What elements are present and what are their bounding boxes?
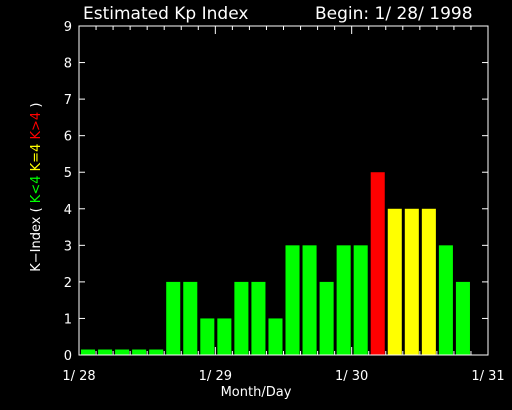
bar [319, 281, 334, 355]
y-tick-label: 5 [64, 166, 72, 181]
bar [438, 245, 453, 355]
bar [251, 281, 266, 355]
y-tick-label: 4 [64, 203, 72, 218]
y-tick-label: 6 [64, 130, 72, 145]
bar [115, 349, 130, 355]
y-tick-label: 0 [64, 349, 72, 364]
legend-low: K<4 [29, 175, 44, 204]
legend-eq: K=4 [29, 143, 44, 172]
bar [166, 281, 181, 355]
bar [285, 245, 300, 355]
bar [81, 349, 96, 355]
y-tick-label: 9 [64, 20, 72, 35]
begin-date: Begin: 1/ 28/ 1998 [315, 4, 473, 24]
bar [98, 349, 113, 355]
x-axis-label: Month/Day [220, 385, 292, 400]
x-tick-label: 1/ 30 [335, 369, 368, 384]
y-tick-label: 7 [64, 93, 72, 108]
bar [370, 172, 385, 355]
bar [404, 208, 419, 355]
bar [353, 245, 368, 355]
bar [200, 318, 215, 355]
bar [183, 281, 198, 355]
bar [268, 318, 283, 355]
bar [336, 245, 351, 355]
bar [455, 281, 470, 355]
bar [421, 208, 436, 355]
y-tick-label: 8 [64, 57, 72, 72]
y-tick-label: 1 [64, 312, 72, 327]
bar [234, 281, 249, 355]
x-tick-label: 1/ 31 [471, 369, 504, 384]
bar [387, 208, 402, 355]
bar [149, 349, 164, 355]
y-axis-label-prefix: K−Index ( [29, 203, 44, 272]
legend-high: K>4 [29, 111, 44, 140]
chart-title: Estimated Kp Index [83, 4, 249, 24]
bar [302, 245, 317, 355]
bar [217, 318, 232, 355]
y-axis-label: K−Index ( K<4 K=4 K>4 ) [14, 103, 44, 280]
x-tick-label: 1/ 28 [62, 369, 95, 384]
y-axis-label-suffix: ) [29, 102, 44, 112]
bar [132, 349, 147, 355]
x-tick-label: 1/ 29 [199, 369, 232, 384]
y-tick-label: 2 [64, 276, 72, 291]
y-tick-label: 3 [64, 239, 72, 254]
